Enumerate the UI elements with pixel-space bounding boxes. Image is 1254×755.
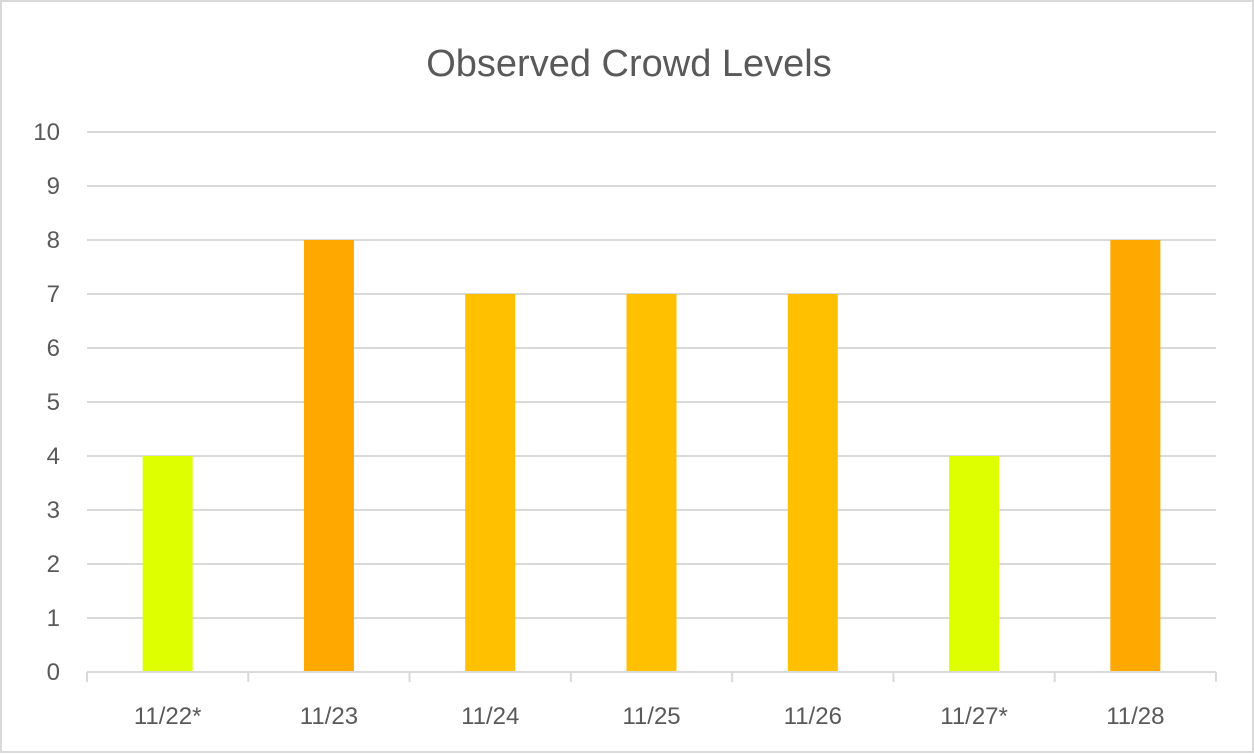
bar (465, 294, 516, 672)
y-tick-label: 4 (47, 443, 60, 470)
x-tick-label: 11/27* (940, 703, 1008, 730)
x-tick-label: 11/26 (784, 703, 842, 730)
x-axis (86, 671, 1217, 682)
bar (626, 294, 677, 672)
y-tick-label: 7 (47, 281, 60, 308)
y-tick-label: 10 (33, 119, 60, 146)
bar (787, 294, 838, 672)
x-tick-label: 11/23 (300, 703, 358, 730)
chart-title: Observed Crowd Levels (426, 43, 832, 85)
y-axis-tick-labels: 0 1 2 3 4 5 6 7 8 9 10 (33, 119, 60, 686)
y-tick-label: 5 (47, 389, 60, 416)
x-tick-label: 11/28 (1106, 703, 1164, 730)
bar (303, 240, 354, 672)
y-tick-label: 8 (47, 227, 60, 254)
bars (142, 240, 1161, 672)
x-axis-tick-labels: 11/22* 11/23 11/24 11/25 11/26 11/27* 11/28 (134, 703, 1165, 730)
bar (1110, 240, 1161, 672)
bar (142, 456, 193, 672)
y-tick-label: 0 (47, 659, 60, 686)
x-tick-label: 11/25 (622, 703, 680, 730)
y-tick-label: 3 (47, 497, 60, 524)
y-tick-label: 2 (47, 551, 60, 578)
y-tick-label: 9 (47, 173, 60, 200)
y-tick-label: 1 (47, 605, 60, 632)
x-tick-label: 11/22* (134, 703, 202, 730)
x-tick-label: 11/24 (461, 703, 519, 730)
bar (949, 456, 1000, 672)
y-tick-label: 6 (47, 335, 60, 362)
